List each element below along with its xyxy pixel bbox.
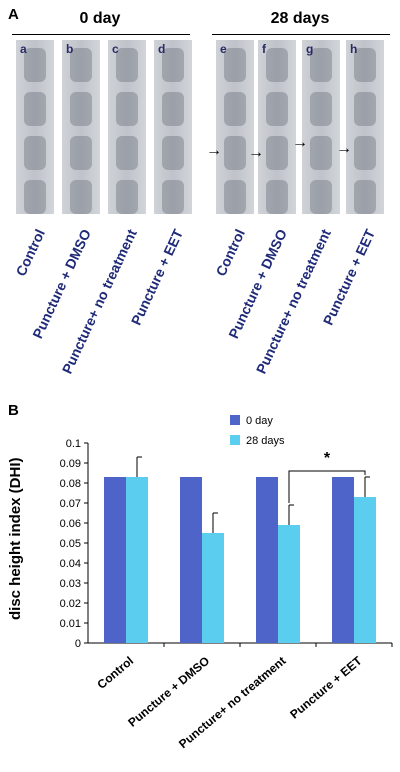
bar-day0 <box>256 477 278 643</box>
y-tick-label: 0 <box>75 638 81 650</box>
vertebra-shape <box>354 136 376 170</box>
vertebra-shape <box>266 92 288 126</box>
xray-letter-b: b <box>66 42 74 56</box>
vertebra-shape <box>310 136 332 170</box>
xray-letter-f: f <box>262 42 266 56</box>
y-tick-label: 0.07 <box>60 498 81 510</box>
y-tick-label: 0.09 <box>60 458 81 470</box>
vertebra-shape <box>70 180 92 214</box>
bar-day28 <box>202 533 224 643</box>
bar-day0 <box>332 477 354 643</box>
group-label-0-day: 0 day <box>79 10 121 27</box>
vertebra-shape <box>162 180 184 214</box>
y-tick-label: 0.04 <box>60 558 81 570</box>
y-tick-label: 0.01 <box>60 618 81 630</box>
xray-letter-h: h <box>350 42 358 56</box>
group-label-28-days: 28 days <box>270 10 330 27</box>
xray-image-h: h <box>346 40 384 214</box>
bar-day0 <box>104 477 126 643</box>
bar-day28 <box>126 477 148 643</box>
vertebra-shape <box>310 180 332 214</box>
vertebra-shape <box>266 48 288 82</box>
vertebra-shape <box>162 48 184 82</box>
y-tick-label: 0.06 <box>60 518 81 530</box>
vertebra-shape <box>24 92 46 126</box>
y-tick-label: 0.05 <box>60 538 81 550</box>
bar-day0 <box>180 477 202 643</box>
xray-image-b: b <box>62 40 100 214</box>
y-tick-label: 0.1 <box>66 438 81 450</box>
group-divider-28-days <box>212 34 390 35</box>
vertebra-shape <box>224 136 246 170</box>
xray-image-c: c <box>108 40 146 214</box>
arrow-icon: → <box>248 144 264 161</box>
vertebra-shape <box>162 92 184 126</box>
vertebra-shape <box>70 136 92 170</box>
vertebra-shape <box>224 92 246 126</box>
vertebra-shape <box>354 48 376 82</box>
vertebra-shape <box>354 180 376 214</box>
vertebra-shape <box>162 136 184 170</box>
xray-letter-c: c <box>112 42 119 56</box>
vertebra-shape <box>224 48 246 82</box>
xray-letter-g: g <box>306 42 314 56</box>
significance-marker: * <box>324 450 331 467</box>
arrow-icon: → <box>206 142 222 159</box>
y-axis-label: disc height index (DHI) <box>7 457 24 620</box>
vertebra-shape <box>310 92 332 126</box>
significance-bracket <box>288 470 366 503</box>
vertebra-shape <box>266 180 288 214</box>
arrow-icon: → <box>292 134 308 151</box>
xray-letter-a: a <box>20 42 27 56</box>
vertebra-shape <box>116 48 138 82</box>
y-tick-label: 0.02 <box>60 598 81 610</box>
vertebra-shape <box>116 136 138 170</box>
xray-letter-e: e <box>220 42 227 56</box>
vertebra-shape <box>224 180 246 214</box>
vertebra-shape <box>116 92 138 126</box>
bar-day28 <box>354 497 376 643</box>
vertebra-shape <box>116 180 138 214</box>
panel-b-letter: B <box>8 402 19 419</box>
vertebra-shape <box>24 136 46 170</box>
bar-day28 <box>278 525 300 643</box>
vertebra-shape <box>310 48 332 82</box>
vertebra-shape <box>266 136 288 170</box>
xray-image-g: g <box>302 40 340 214</box>
vertebra-shape <box>70 48 92 82</box>
xray-image-f: f <box>258 40 296 214</box>
legend-swatch <box>230 415 240 425</box>
legend-label: 28 days <box>246 435 285 447</box>
legend-swatch <box>230 435 240 445</box>
panel-a-letter: A <box>8 6 19 23</box>
y-tick-label: 0.08 <box>60 478 81 490</box>
xray-image-e: e <box>216 40 254 214</box>
xray-image-d: d <box>154 40 192 214</box>
vertebra-shape <box>24 180 46 214</box>
vertebra-shape <box>24 48 46 82</box>
arrow-icon: → <box>336 140 352 157</box>
vertebra-shape <box>70 92 92 126</box>
xray-image-a: a <box>16 40 54 214</box>
legend-label: 0 day <box>246 415 273 427</box>
y-tick-label: 0.03 <box>60 578 81 590</box>
vertebra-shape <box>354 92 376 126</box>
group-divider-0-day <box>12 34 190 35</box>
xray-letter-d: d <box>158 42 166 56</box>
